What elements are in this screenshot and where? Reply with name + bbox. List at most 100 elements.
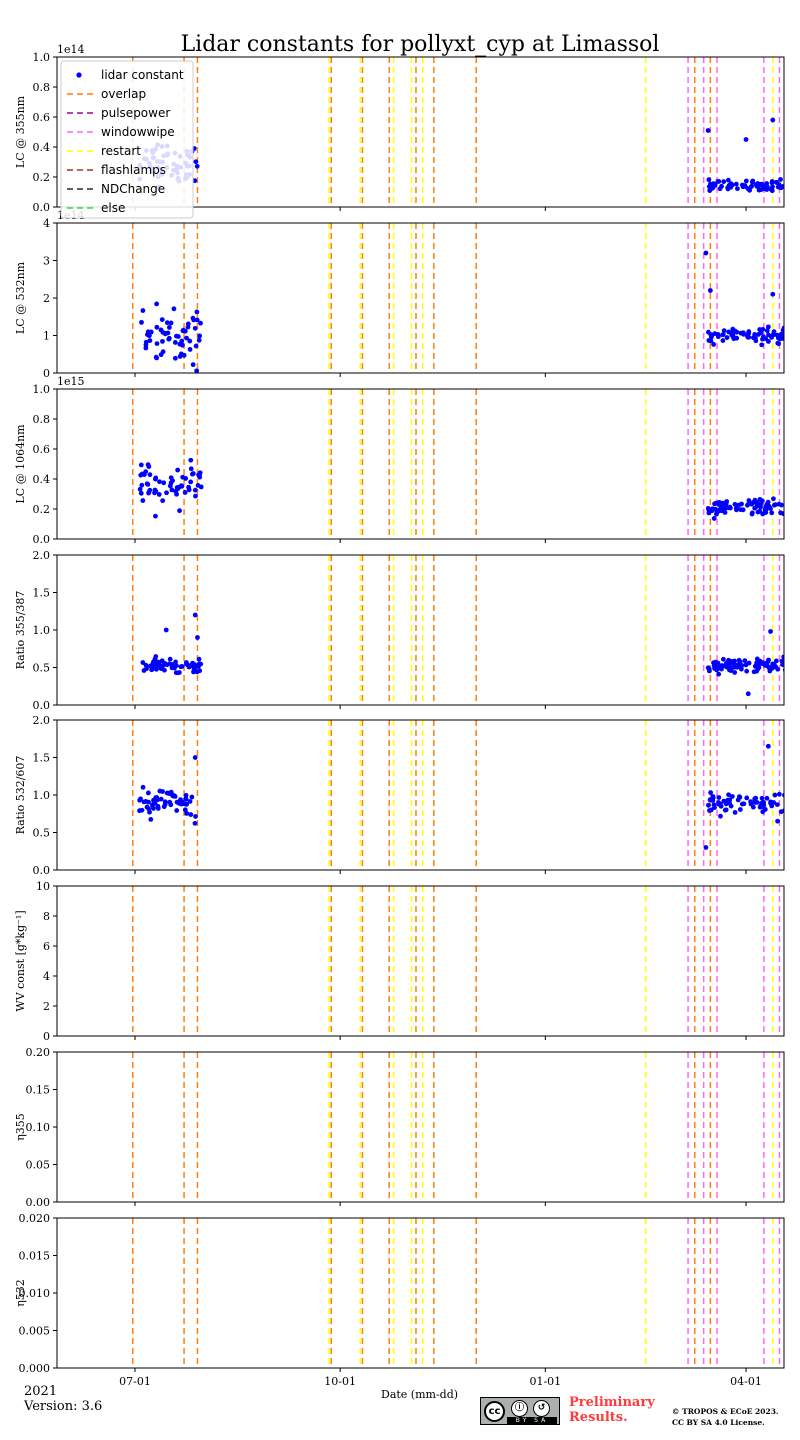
data-point [786,335,791,340]
data-point [788,805,793,810]
data-point [757,327,762,332]
data-points [137,733,800,869]
data-point [786,809,791,814]
data-point [154,301,159,306]
x-axis-label: Date (mm-dd) [381,1388,458,1401]
data-point [747,661,752,666]
data-point [766,339,771,344]
data-point [721,179,726,184]
data-point [163,331,168,336]
data-point [197,338,202,343]
data-point [712,805,717,810]
data-point [790,662,795,667]
data-point [764,181,769,186]
data-point [788,182,793,187]
data-point [712,516,717,521]
data-point [189,795,194,800]
data-point [726,658,731,663]
data-point [718,186,723,191]
data-point-outlier [766,744,771,749]
by-icon: ⓘ [511,1400,528,1417]
data-point [186,485,191,490]
data-point [198,321,203,326]
data-point [746,335,751,340]
data-point [140,498,145,503]
data-point [153,514,158,519]
plot-area [0,389,800,540]
data-point [154,795,159,800]
data-points [139,224,800,386]
data-point [160,339,165,344]
axes-frame [57,1218,784,1368]
y-tick-label: 0.6 [33,111,51,124]
data-point [144,666,149,671]
data-point [722,328,727,333]
data-point [152,799,157,804]
data-point [759,342,764,347]
data-point [773,793,778,798]
data-point [786,185,791,190]
data-point [154,355,159,360]
data-point [183,807,188,812]
data-point [175,468,180,473]
data-point [747,498,752,503]
data-point [145,805,150,810]
y-tick-label: 0.20 [26,1046,51,1059]
data-point [708,332,713,337]
y-tick-label: 0.0 [33,699,51,712]
data-point [195,164,200,169]
data-point [750,179,755,184]
data-point [168,657,173,662]
year-label: 2021 [24,1384,57,1399]
data-point [770,663,775,668]
data-point [753,796,758,801]
data-point [792,509,797,514]
y-axis-label: WV const [g*kg⁻¹] [14,910,27,1011]
data-point [197,472,202,477]
data-point-outlier [164,628,169,633]
data-point [755,184,760,189]
data-point [193,326,198,331]
data-point [786,331,791,336]
cc-license-badge: cc ⓘ ↺ BY SA [480,1397,560,1425]
data-point [148,472,153,477]
legend-label: pulsepower [101,106,170,120]
data-point [788,801,793,806]
data-point [748,799,753,804]
data-point [196,483,201,488]
data-point [760,337,765,342]
y-tick-label: 0.15 [26,1084,51,1097]
data-point [737,794,742,799]
legend-marker [76,72,81,77]
data-point [735,186,740,191]
y-tick-label: 1.0 [33,789,51,802]
data-point-outlier [703,845,708,850]
data-point [793,335,798,340]
data-points [137,59,800,216]
data-point [744,669,749,674]
data-point [786,661,791,666]
axes-frame [57,389,784,539]
y-tick-label: 0.000 [19,1362,51,1375]
data-point [734,182,739,187]
cc-icon: cc [484,1401,505,1422]
data-point [787,189,792,194]
data-point [738,807,743,812]
data-point [712,501,717,506]
data-point [184,336,189,341]
data-point-outlier [703,251,708,256]
data-point [193,159,198,164]
data-point [771,496,776,501]
legend: lidar constantoverlappulsepowerwindowwip… [61,61,193,218]
data-point [177,801,182,806]
data-point [789,330,794,335]
data-point [139,463,144,468]
data-point [157,789,162,794]
y-axis-label: Ratio 532/607 [14,756,27,835]
data-point [716,502,721,507]
data-point [758,805,763,810]
data-point [707,808,712,813]
data-point [178,354,183,359]
